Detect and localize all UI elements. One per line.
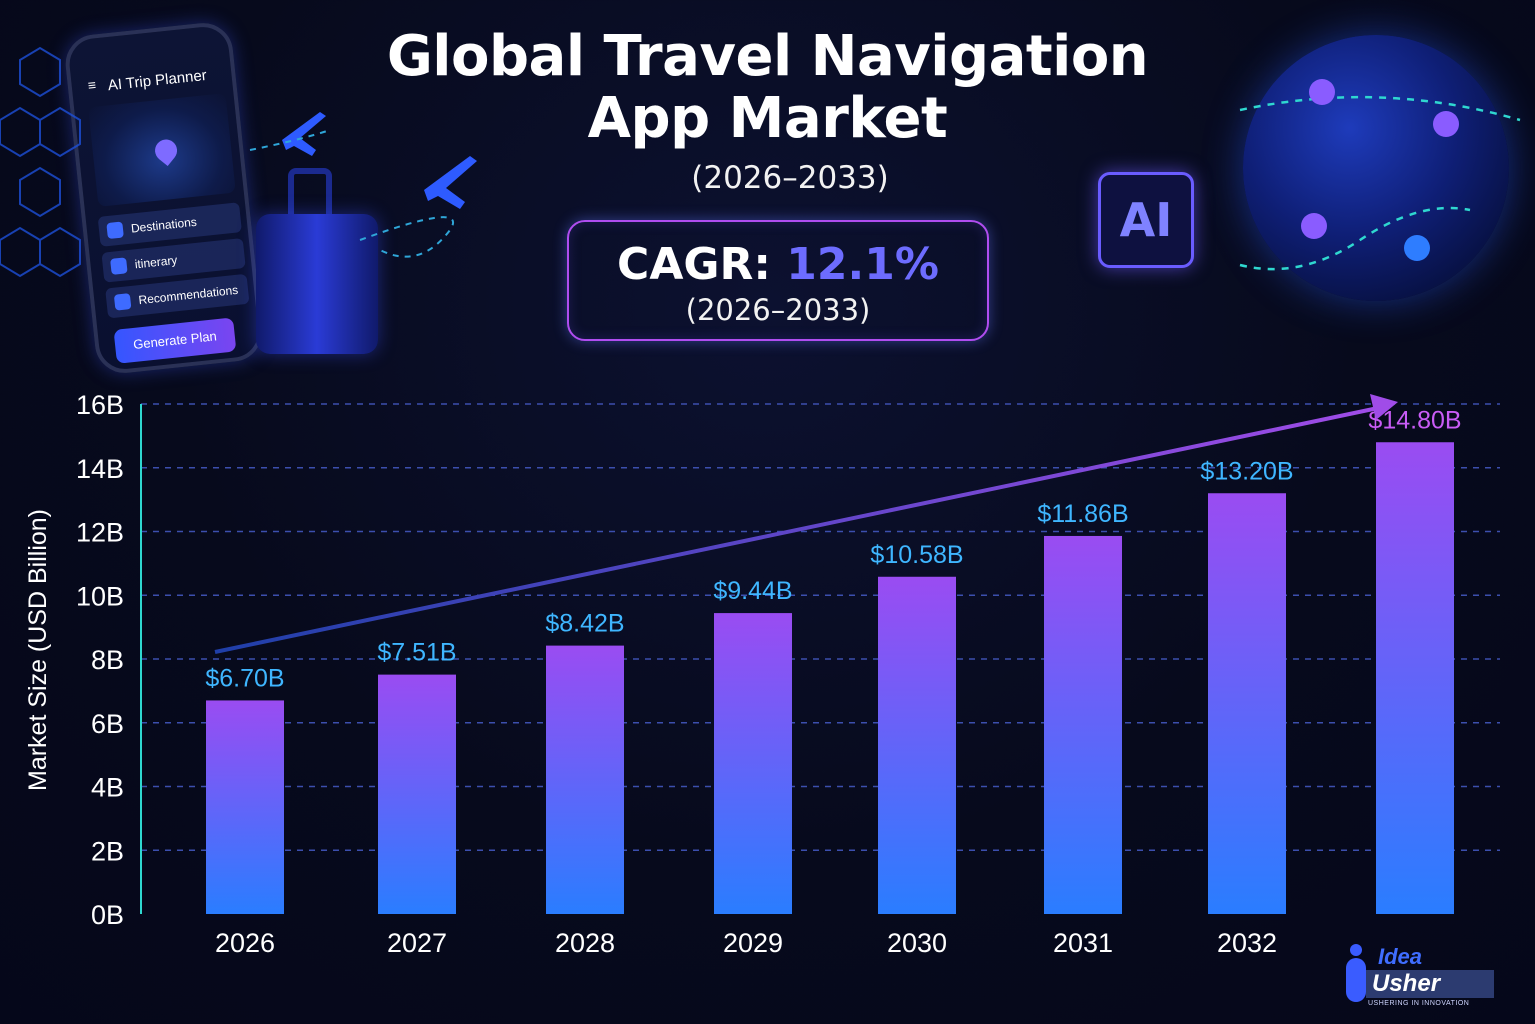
trend-arrow (214, 406, 1379, 654)
suitcase-icon (256, 214, 378, 354)
cagr-box: CAGR: 12.1% (2026–2033) (567, 220, 989, 341)
gridlines (141, 403, 1500, 851)
y-axis-ticks: 0B 2B 4B 6B 8B 10B 12B 14B 16B (76, 390, 124, 930)
data-label: $11.86B (1037, 500, 1128, 528)
y-tick-label: 4B (91, 773, 124, 803)
logo-text-usher: Usher (1366, 970, 1494, 998)
y-tick-label: 16B (76, 390, 124, 420)
x-axis-ticks: 2026 2027 2028 2029 2030 2031 2032 (215, 928, 1277, 958)
data-label: $6.70B (205, 664, 284, 692)
x-tick-label: 2027 (387, 928, 447, 958)
chart-title: Global Travel Navigation App Market (0, 26, 1535, 150)
value-labels: $6.70B $7.51B $8.42B $9.44B $10.58B $11.86B $1… (205, 406, 1461, 692)
x-tick-label: 2028 (555, 928, 615, 958)
title-line-1: Global Travel Navigation (386, 24, 1149, 89)
y-tick-label: 6B (91, 709, 124, 739)
bar (1376, 442, 1454, 914)
y-tick-label: 10B (76, 581, 124, 611)
data-label: $13.20B (1200, 457, 1293, 485)
bar (878, 576, 956, 914)
title-line-2: App Market (587, 86, 948, 151)
bar (546, 645, 624, 914)
ai-chip-icon: AI (1098, 172, 1194, 268)
cagr-line: CAGR: 12.1% (569, 238, 987, 292)
bars (206, 442, 1454, 914)
x-tick-label: 2026 (215, 928, 275, 958)
y-tick-label: 8B (91, 645, 124, 675)
bar (1208, 493, 1286, 914)
y-tick-label: 12B (76, 518, 124, 548)
logo-text-idea: Idea (1378, 944, 1423, 969)
cagr-years: (2026–2033) (685, 293, 871, 327)
cagr-label: CAGR: (617, 239, 771, 290)
bar (714, 613, 792, 914)
y-tick-label: 0B (91, 900, 124, 930)
logo-tagline: USHERING IN INNOVATION (1368, 1000, 1470, 1007)
bar (1044, 535, 1122, 914)
x-tick-label: 2031 (1053, 928, 1113, 958)
bar (206, 700, 284, 914)
data-label: $8.42B (545, 610, 624, 638)
data-label: $7.51B (377, 639, 456, 667)
data-label: $9.44B (713, 577, 792, 605)
data-label: $10.58B (870, 541, 963, 569)
trend-arrow-head (1370, 394, 1398, 420)
x-tick-label: 2032 (1217, 928, 1277, 958)
y-tick-label: 14B (76, 454, 124, 484)
cagr-value: 12.1% (786, 239, 939, 290)
x-tick-label: 2029 (723, 928, 783, 958)
y-tick-label: 2B (91, 836, 124, 866)
title-years: (2026–2033) (691, 160, 889, 196)
bar (378, 674, 456, 914)
x-tick-label: 2030 (887, 928, 947, 958)
suitcase-handle-icon (288, 168, 332, 218)
y-axis-label: Market Size (USD Billion) (24, 509, 52, 791)
